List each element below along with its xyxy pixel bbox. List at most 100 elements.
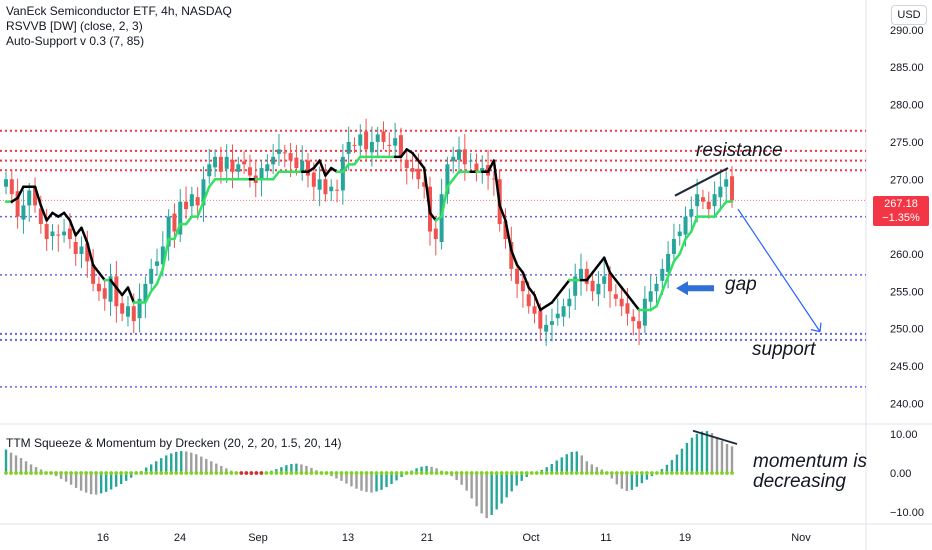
- trend-line-segment: [399, 148, 409, 159]
- squeeze-dot: [24, 471, 28, 475]
- indicator-autosupport-label[interactable]: Auto-Support v 0.3 (7, 85): [6, 34, 145, 48]
- momentum-annotation-line1: momentum is: [753, 451, 868, 472]
- momentum-bar: [365, 473, 368, 492]
- squeeze-dot: [334, 471, 339, 475]
- momentum-bar: [465, 473, 468, 491]
- squeeze-dot: [379, 471, 384, 475]
- squeeze-dot: [434, 471, 439, 475]
- trend-line-segment: [550, 293, 560, 304]
- squeeze-dot: [84, 471, 89, 475]
- momentum-bar: [300, 464, 303, 474]
- price-tick-label: 255.00: [890, 286, 924, 298]
- squeeze-dot: [414, 471, 419, 475]
- momentum-bar: [290, 464, 293, 474]
- momentum-bar: [34, 467, 38, 474]
- candle-body: [364, 131, 369, 150]
- squeeze-dot: [644, 471, 649, 475]
- momentum-bar: [24, 461, 28, 474]
- squeeze-dot: [579, 471, 584, 475]
- momentum-bar: [370, 473, 373, 493]
- squeeze-dot: [64, 471, 68, 475]
- squeeze-dot: [479, 471, 484, 475]
- squeeze-dot: [599, 471, 604, 475]
- candle-body: [265, 164, 270, 172]
- candle-body: [480, 168, 485, 172]
- candle-body: [439, 194, 444, 242]
- trend-line-segment: [202, 185, 211, 203]
- candle-body: [85, 243, 90, 262]
- oscillator-legend[interactable]: TTM Squeeze & Momentum by Drecken (20, 2…: [6, 436, 342, 450]
- squeeze-dot: [544, 471, 549, 475]
- trend-line-segment: [97, 271, 106, 282]
- trend-line-segment: [533, 293, 542, 312]
- squeeze-dot: [179, 471, 184, 475]
- momentum-bar: [625, 473, 629, 492]
- squeeze-dot: [14, 471, 18, 475]
- trend-line-segment: [312, 159, 321, 170]
- trend-line-segment: [562, 278, 571, 289]
- squeeze-dot: [274, 471, 279, 475]
- candle-body: [108, 276, 113, 302]
- candle-body: [201, 179, 206, 206]
- momentum-bar: [560, 457, 563, 474]
- momentum-bar: [525, 473, 528, 477]
- momentum-bar: [205, 458, 208, 474]
- indicator-rsvvb-label[interactable]: RSVVB [DW] (close, 2, 3): [6, 19, 143, 33]
- candle-body: [172, 213, 177, 232]
- squeeze-dot: [369, 471, 374, 475]
- momentum-bar: [550, 464, 553, 474]
- projection-arrow-line: [737, 208, 821, 332]
- squeeze-dot: [619, 471, 624, 475]
- squeeze-dot: [469, 471, 474, 475]
- momentum-bar: [520, 473, 523, 481]
- candle-body: [294, 157, 299, 169]
- candle-body: [404, 159, 409, 169]
- symbol-title[interactable]: VanEck Semiconductor ETF, 4h, NASDAQ: [6, 4, 232, 18]
- candle-body: [213, 156, 218, 168]
- candle-body: [15, 191, 20, 217]
- squeeze-dot: [344, 471, 349, 475]
- candle-body: [189, 194, 194, 207]
- time-tick-label: Sep: [248, 532, 268, 544]
- trend-line-segment: [585, 271, 594, 282]
- momentum-bar: [64, 473, 68, 482]
- squeeze-dot: [404, 471, 409, 475]
- momentum-bar: [385, 473, 388, 488]
- squeeze-dot: [119, 471, 124, 475]
- momentum-bar: [285, 465, 288, 474]
- squeeze-dot: [264, 471, 269, 475]
- trend-line-segment: [602, 256, 612, 274]
- candle-body: [700, 197, 705, 202]
- squeeze-dot: [259, 471, 264, 475]
- squeeze-dot: [219, 471, 224, 475]
- momentum-bar: [190, 452, 193, 474]
- candle-body: [369, 141, 374, 153]
- squeeze-dot: [534, 471, 539, 475]
- momentum-bar: [195, 454, 198, 474]
- squeeze-dot: [144, 471, 149, 475]
- squeeze-dot: [549, 471, 554, 475]
- squeeze-dot: [234, 471, 239, 475]
- candle-body: [730, 176, 734, 201]
- trend-line-segment: [271, 170, 281, 181]
- momentum-bar: [150, 464, 153, 474]
- squeeze-dot: [529, 471, 534, 475]
- candle-body: [306, 160, 311, 176]
- candle-body: [683, 216, 688, 235]
- squeeze-dot: [559, 471, 564, 475]
- squeeze-dot: [394, 471, 399, 475]
- support-annotation: support: [752, 339, 816, 360]
- momentum-annotation: momentum is decreasing: [753, 452, 867, 492]
- squeeze-dot: [654, 471, 659, 475]
- momentum-bar: [700, 431, 704, 474]
- candle-body: [445, 164, 450, 195]
- momentum-bar: [615, 473, 619, 485]
- momentum-bar: [575, 451, 578, 474]
- squeeze-dot: [359, 471, 364, 475]
- candles-group: [4, 118, 734, 346]
- trend-line-segment: [33, 185, 43, 207]
- currency-button[interactable]: USD: [891, 5, 927, 25]
- candle-body: [724, 179, 729, 187]
- squeeze-dot: [309, 471, 314, 475]
